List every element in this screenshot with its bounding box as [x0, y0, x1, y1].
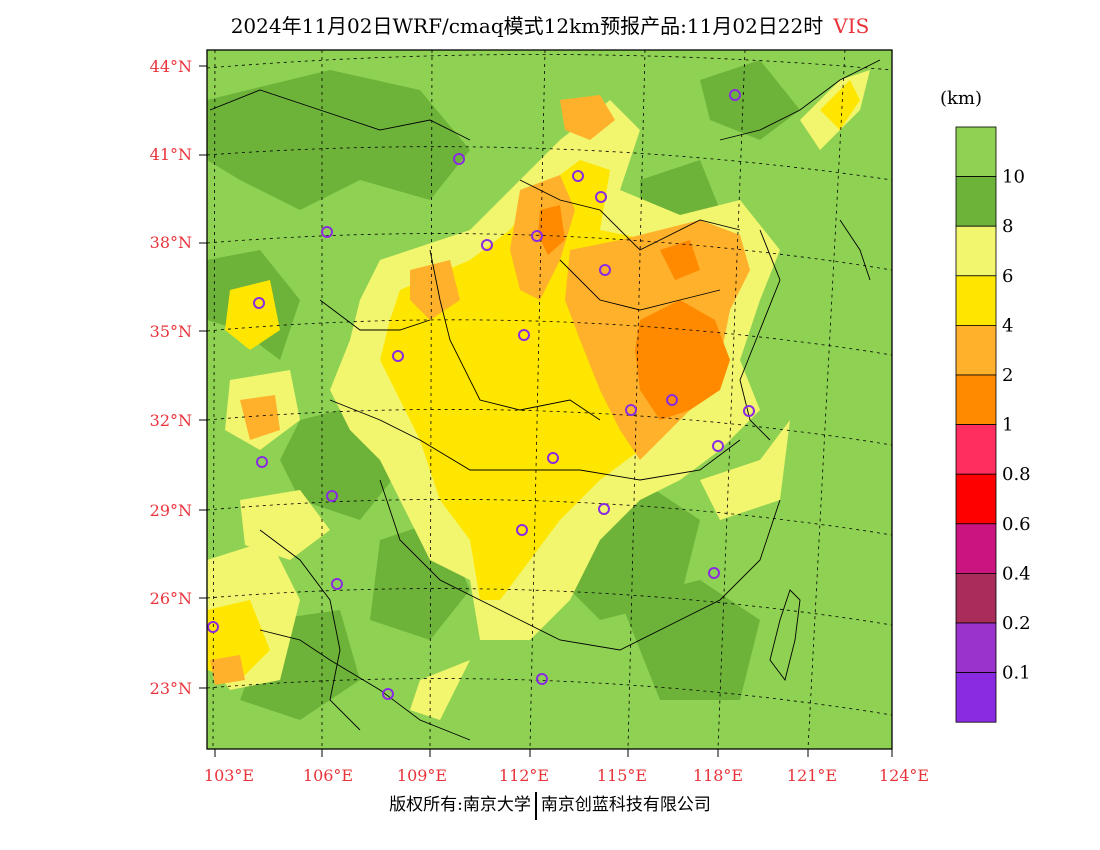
field-orange: [538, 205, 730, 420]
footer-copyright: 版权所有:南京大学: [389, 795, 531, 815]
colorbar-label: 0.8: [1002, 464, 1031, 485]
lon-label-121: 121°E: [787, 766, 837, 785]
map-field: [207, 50, 892, 749]
lon-label-118: 118°E: [693, 766, 743, 785]
colorbar-swatch: [955, 672, 997, 723]
axis-ticks: [199, 65, 893, 757]
lat-label-44: 44°N: [150, 57, 192, 76]
colorbar-label: 10: [1002, 167, 1025, 188]
colorbar-swatch: [955, 225, 997, 277]
map-frame: [206, 49, 893, 750]
variable-label: VIS: [833, 14, 870, 38]
colorbar-swatch: [955, 622, 997, 673]
title-text: 2024年11月02日WRF/cmaq模式12km预报产品:11月02日22时: [230, 14, 824, 38]
footer-company: 南京创蓝科技有限公司: [540, 795, 711, 815]
lon-labels: 103°E 106°E 109°E 112°E 115°E 118°E 121°…: [204, 766, 929, 785]
lon-label-124: 124°E: [879, 766, 929, 785]
map-title: 2024年11月02日WRF/cmaq模式12km预报产品:11月02日22时 V…: [0, 10, 1100, 39]
colorbar-swatch: [955, 374, 997, 425]
colorbar-label: 8: [1002, 216, 1013, 237]
colorbar-swatch: [955, 275, 997, 326]
lat-labels: 44°N 41°N 38°N 35°N 32°N 29°N 26°N 23°N: [150, 57, 192, 698]
lat-label-32: 32°N: [150, 411, 192, 430]
colorbar-label: 4: [1002, 315, 1013, 336]
lon-label-106: 106°E: [303, 766, 353, 785]
lon-label-115: 115°E: [597, 766, 647, 785]
colorbar: 10 8 6 4 2 1 0.8 0.6 0.4 0.2 0.1: [955, 126, 1031, 723]
station-markers: [207, 89, 755, 700]
colorbar-swatch: [955, 424, 997, 475]
lon-label-103: 103°E: [204, 766, 254, 785]
colorbar-swatch: [955, 126, 997, 177]
colorbar-swatch: [955, 473, 997, 525]
footer: 版权所有:南京大学 南京创蓝科技有限公司: [0, 790, 1100, 820]
colorbar-swatch: [955, 324, 997, 376]
colorbar-unit: (km): [940, 88, 983, 109]
lat-label-35: 35°N: [150, 322, 192, 341]
lat-label-29: 29°N: [150, 501, 192, 520]
colorbar-label: 6: [1002, 266, 1013, 287]
colorbar-label: 1: [1002, 415, 1013, 436]
colorbar-label: 0.4: [1002, 563, 1031, 584]
colorbar-swatch: [955, 176, 997, 227]
colorbar-label: 0.1: [1002, 663, 1031, 684]
lat-label-26: 26°N: [150, 589, 192, 608]
lon-label-112: 112°E: [499, 766, 549, 785]
colorbar-label: 0.6: [1002, 514, 1031, 535]
colorbar-label: 0.2: [1002, 613, 1031, 634]
lat-label-23: 23°N: [150, 679, 192, 698]
lat-label-41: 41°N: [150, 145, 192, 164]
colorbar-swatch: [955, 523, 997, 574]
boundaries: [209, 59, 881, 741]
lat-label-38: 38°N: [150, 233, 192, 252]
footer-separator: [534, 791, 537, 820]
lon-label-109: 109°E: [397, 766, 447, 785]
colorbar-swatch: [955, 573, 997, 624]
colorbar-label: 2: [1002, 365, 1013, 386]
